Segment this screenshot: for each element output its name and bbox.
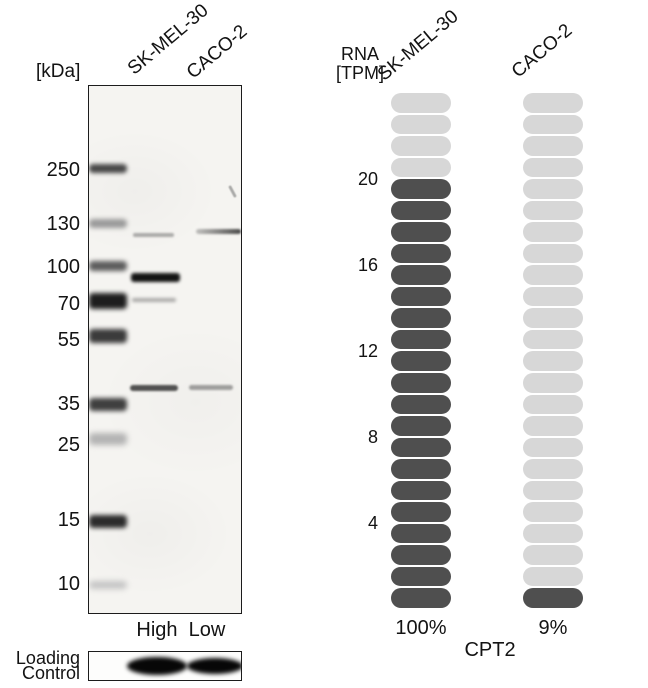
rna-percent-caco-2: 9%: [538, 617, 568, 639]
pill-segment-light: [523, 222, 583, 242]
pill-segment-light: [523, 243, 583, 264]
pill-segment-dark: [391, 588, 451, 608]
pill-segment-light: [523, 545, 583, 565]
pill-segment-dark: [391, 459, 451, 479]
loading-control-band-1: [127, 657, 187, 675]
rna-tick-12: 12: [357, 341, 378, 361]
loading-control-label-line1: Loading: [15, 648, 80, 668]
pill-segment-light: [391, 114, 451, 135]
pill-segment-light: [523, 114, 583, 135]
marker-band-25: [89, 433, 127, 445]
rna-tick-4: 4: [367, 513, 378, 533]
wb-level-high: High: [136, 619, 178, 641]
band-skmel30-37kda: [130, 385, 178, 391]
pill-segment-light: [523, 394, 583, 415]
ladder-label-250: 250: [46, 159, 80, 181]
band-skmel30-70kda-faint: [132, 298, 176, 302]
rna-axis-label-line2: [TPM]: [336, 63, 384, 83]
loading-control-band-2: [187, 658, 241, 674]
rna-column-label-sk-mel-30: SK-MEL-30: [373, 6, 463, 86]
pill-segment-light: [391, 157, 451, 178]
gene-name-label: CPT2: [464, 639, 516, 661]
pill-segment-light: [523, 566, 583, 587]
pill-segment-light: [523, 157, 583, 178]
band-caco2-125kda: [196, 229, 241, 234]
rna-tick-8: 8: [367, 427, 378, 447]
marker-band-100: [89, 261, 127, 271]
pill-segment-dark: [391, 265, 451, 285]
pill-segment-dark: [391, 437, 451, 458]
pill-segment-light: [523, 437, 583, 458]
marker-band-55: [89, 329, 127, 343]
rna-tick-16: 16: [357, 255, 378, 275]
ladder-label-35: 35: [57, 393, 80, 415]
pill-segment-dark: [391, 308, 451, 328]
loading-control-label-line2: Control: [21, 663, 80, 683]
ladder-label-25: 25: [57, 434, 80, 456]
pill-segment-dark: [391, 566, 451, 587]
band-caco2-37kda: [189, 385, 233, 390]
rna-percent-sk-mel-30: 100%: [395, 617, 447, 639]
pill-segment-dark: [391, 480, 451, 501]
marker-band-35: [89, 398, 127, 411]
pill-segment-dark: [391, 523, 451, 544]
pill-column-caco-2: [523, 93, 583, 623]
pill-segment-dark: [523, 588, 583, 608]
western-blot-membrane: [88, 85, 242, 614]
pill-segment-dark: [391, 545, 451, 565]
pill-segment-light: [523, 523, 583, 544]
pill-segment-light: [391, 93, 451, 113]
loading-control-label: Loading Control: [6, 648, 80, 683]
ladder-label-100: 100: [46, 256, 80, 278]
pill-segment-light: [523, 459, 583, 479]
pill-segment-dark: [391, 329, 451, 350]
wb-level-low: Low: [188, 619, 226, 641]
rna-axis-label-line1: RNA: [340, 44, 379, 64]
band-skmel30-125kda-faint: [133, 233, 174, 237]
marker-band-70: [89, 293, 127, 309]
pill-segment-light: [523, 373, 583, 393]
pill-segment-light: [523, 329, 583, 350]
pill-segment-light: [523, 179, 583, 199]
rna-tick-20: 20: [357, 169, 378, 189]
marker-band-130: [89, 219, 127, 228]
pill-segment-dark: [391, 200, 451, 221]
pill-segment-light: [523, 286, 583, 307]
ladder-label-55: 55: [57, 329, 80, 351]
pill-segment-dark: [391, 502, 451, 522]
pill-segment-dark: [391, 179, 451, 199]
pill-segment-light: [523, 308, 583, 328]
ladder-label-70: 70: [57, 293, 80, 315]
pill-segment-light: [523, 93, 583, 113]
pill-segment-dark: [391, 373, 451, 393]
pill-segment-dark: [391, 243, 451, 264]
pill-segment-light: [523, 265, 583, 285]
band-skmel30-90kda-strong: [131, 273, 180, 282]
pill-segment-light: [523, 200, 583, 221]
loading-control-strip: [88, 651, 242, 681]
pill-segment-light: [523, 136, 583, 156]
pill-segment-dark: [391, 286, 451, 307]
marker-band-15: [89, 515, 127, 528]
marker-band-10: [89, 581, 127, 589]
pill-segment-light: [523, 502, 583, 522]
pill-column-sk-mel-30: [391, 93, 451, 623]
ladder-label-130: 130: [46, 213, 80, 235]
pill-segment-dark: [391, 351, 451, 371]
blot-artifact-mark: [228, 185, 237, 198]
pill-segment-light: [523, 351, 583, 371]
marker-band-250: [89, 164, 127, 173]
ladder-label-15: 15: [57, 509, 80, 531]
rna-axis-label: RNA [TPM]: [333, 45, 387, 83]
pill-segment-light: [391, 136, 451, 156]
pill-segment-dark: [391, 416, 451, 436]
pill-segment-dark: [391, 394, 451, 415]
pill-segment-dark: [391, 222, 451, 242]
pill-segment-light: [523, 416, 583, 436]
ladder-label-10: 10: [57, 573, 80, 595]
pill-segment-light: [523, 480, 583, 501]
rna-column-label-caco-2: CACO-2: [507, 19, 577, 83]
kda-axis-label: [kDa]: [36, 61, 81, 82]
